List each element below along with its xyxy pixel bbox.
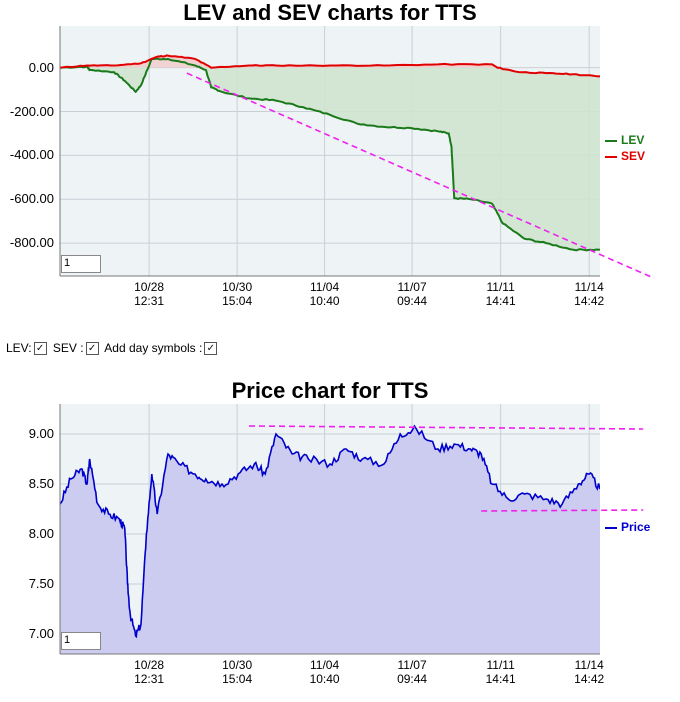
c1-x-tick-label: 11/11 14:41 <box>485 280 516 308</box>
c2-trendline <box>248 425 644 430</box>
c2-series-group <box>60 424 600 654</box>
lev-chart-zoom-input[interactable]: 1 <box>61 255 101 273</box>
c2-x-tick-label: 11/14 14:42 <box>574 658 605 686</box>
c1-x-tick-label: 11/07 09:44 <box>397 280 428 308</box>
legend-sev-label: SEV <box>621 149 646 163</box>
c2-x-tick-label: 11/07 09:44 <box>397 658 428 686</box>
legend-sev: SEV <box>605 149 645 163</box>
sev-toggle-label: SEV : <box>52 341 84 355</box>
c1-x-tick-label: 11/14 14:42 <box>574 280 605 308</box>
c2-y-tick-label: 7.50 <box>28 576 54 591</box>
c2-y-tick-label: 8.50 <box>28 476 54 491</box>
c2-trendline <box>481 509 644 512</box>
legend-price-label: Price <box>621 520 651 534</box>
price-chart-zoom-input[interactable]: 1 <box>61 632 101 650</box>
legend-lev-label: LEV <box>621 133 645 147</box>
c1-series-sev <box>60 54 600 78</box>
c1-trendline <box>186 72 655 279</box>
sev-checkbox[interactable]: ✓ <box>85 342 99 356</box>
c2-price-area <box>60 426 600 654</box>
c2-x-tick-label: 10/30 15:04 <box>222 658 253 686</box>
price-chart-title: Price chart for TTS <box>231 378 429 403</box>
c2-y-tick-label: 9.00 <box>28 426 54 441</box>
c1-y-tick-label: -200.00 <box>9 103 54 119</box>
c1-series-group <box>60 54 600 252</box>
day-symbols-label: Add day symbols : <box>104 341 203 355</box>
chart-options: LEV: ✓ SEV : ✓ Add day symbols : ✓ <box>6 341 220 356</box>
c1-lev-area <box>60 55 600 251</box>
c1-x-tick-label: 10/30 15:04 <box>222 280 253 308</box>
c1-y-tick-label: 0.00 <box>28 59 54 75</box>
lev-checkbox[interactable]: ✓ <box>33 342 47 356</box>
c2-series-price <box>60 424 600 639</box>
legend-lev: LEV <box>605 133 644 147</box>
c2-x-tick-label: 11/04 10:40 <box>309 658 340 686</box>
legend-lev-swatch <box>605 139 617 142</box>
c2-x-tick-label: 11/11 14:41 <box>485 658 516 686</box>
c1-x-tick-label: 10/28 12:31 <box>134 280 165 308</box>
c2-y-tick-label: 8.00 <box>28 526 54 541</box>
legend-price: Price <box>605 520 650 534</box>
c1-series-lev <box>60 57 600 252</box>
lev-sev-chart-title: LEV and SEV charts for TTS <box>183 0 477 25</box>
legend-price-swatch <box>605 526 617 529</box>
c1-y-tick-label: -800.00 <box>9 235 54 251</box>
c2-y-tick-label: 7.00 <box>28 626 54 641</box>
lev-toggle-label: LEV: <box>6 341 32 355</box>
c1-y-tick-label: -400.00 <box>9 147 54 163</box>
c1-x-tick-label: 11/04 10:40 <box>309 280 340 308</box>
c2-x-tick-label: 10/28 12:31 <box>134 658 165 686</box>
c1-y-tick-label: -600.00 <box>9 191 54 207</box>
day-symbols-checkbox[interactable]: ✓ <box>204 342 218 356</box>
legend-sev-swatch <box>605 155 617 158</box>
